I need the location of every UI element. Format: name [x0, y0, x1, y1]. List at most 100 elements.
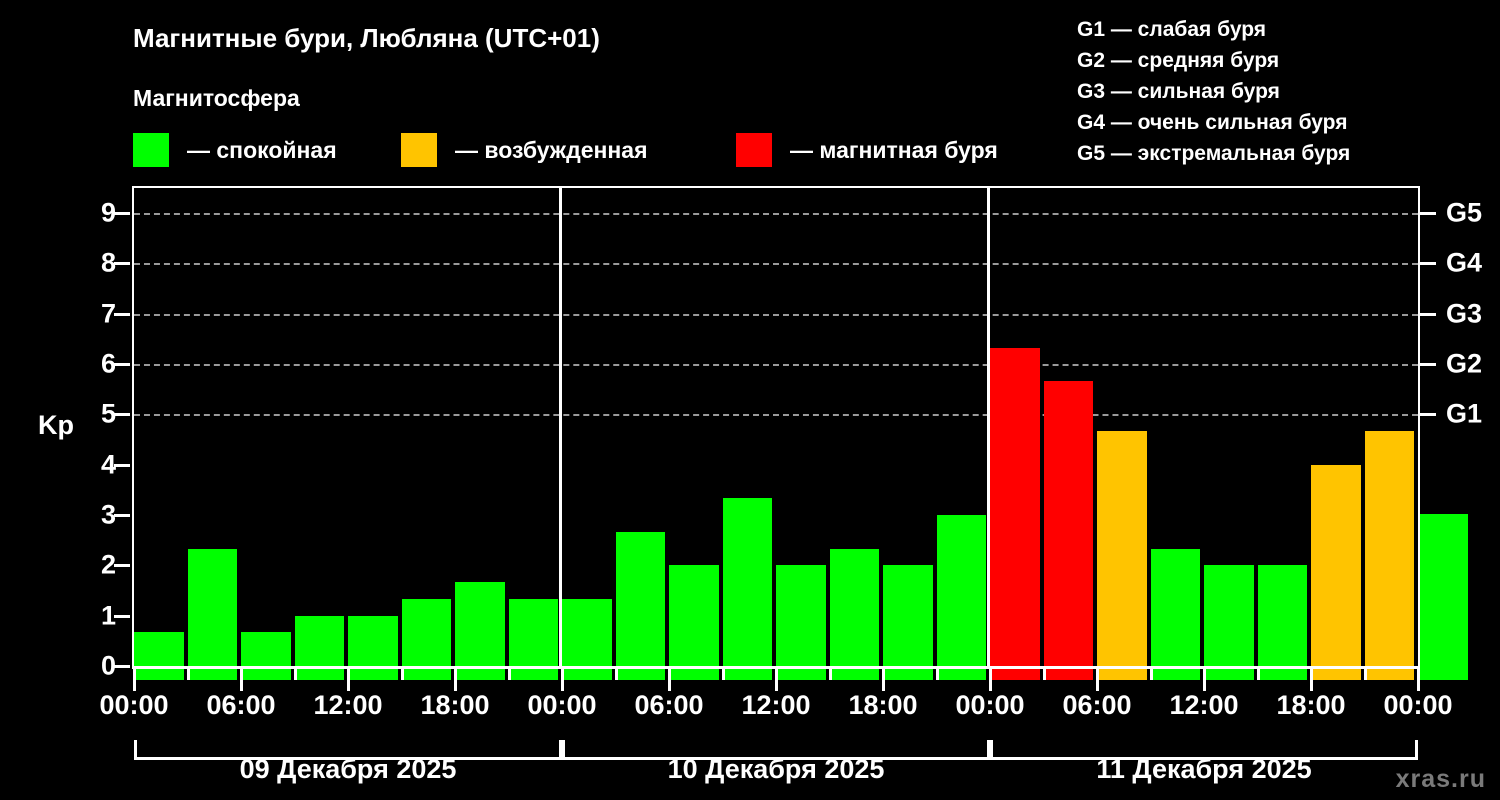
plot-frame — [132, 186, 1420, 666]
g-axis-tick-G3 — [1420, 312, 1436, 316]
date-label: 09 Декабря 2025 — [239, 754, 457, 784]
y-tick-4 — [114, 463, 130, 467]
y-tick-6 — [114, 363, 130, 367]
x-tick — [668, 669, 671, 691]
x-axis-label: 12:00 — [741, 690, 811, 720]
x-tick — [1149, 669, 1153, 680]
x-tick — [1256, 669, 1260, 680]
y-tick-5 — [114, 413, 130, 417]
g-scale-legend-line-3: G3 — сильная буря — [1077, 80, 1280, 103]
x-tick — [507, 669, 511, 680]
x-tick — [989, 669, 992, 691]
gridline-kp-9 — [134, 213, 1418, 216]
bar — [294, 615, 344, 680]
y-axis-labels: 0 1 2 3 4 5 6 7 8 9 — [82, 186, 116, 681]
gridline-kp-7 — [134, 313, 1418, 316]
bar — [615, 531, 665, 680]
bar — [348, 615, 398, 680]
g-axis-label-G5: G5 — [1446, 197, 1483, 228]
x-tick — [240, 669, 243, 691]
legend-label-storm: — магнитная буря — [790, 136, 998, 163]
x-tick — [454, 669, 457, 691]
bar — [1311, 464, 1361, 680]
date-label: 10 Декабря 2025 — [667, 754, 885, 784]
legend-label-excited: — возбужденная — [455, 136, 648, 163]
x-axis-label: 06:00 — [1062, 690, 1132, 720]
bar — [936, 515, 986, 680]
x-tick — [721, 669, 725, 680]
g-scale-legend-line-5: G5 — экстремальная буря — [1077, 142, 1351, 165]
x-axis-label: 18:00 — [848, 690, 918, 720]
watermark: xras.ru — [1395, 765, 1486, 793]
date-bracket — [134, 740, 562, 760]
x-tick — [293, 669, 297, 680]
x-tick — [133, 669, 136, 691]
x-axis-label: 18:00 — [1276, 690, 1346, 720]
x-tick — [882, 669, 885, 691]
y-tick-label-6: 6 — [100, 348, 116, 379]
x-axis-label: 00:00 — [1383, 690, 1453, 720]
plot-area — [132, 186, 1468, 680]
g-scale-legend-line-1: G1 — слабая буря — [1077, 18, 1267, 41]
y-tick-7 — [114, 312, 130, 316]
y-axis-title: Kp — [38, 410, 74, 440]
day-separator — [987, 186, 990, 666]
gridline-kp-8 — [134, 263, 1418, 266]
y-tick-label-5: 5 — [100, 398, 116, 429]
bar — [1097, 431, 1147, 680]
g-axis-label-G3: G3 — [1446, 298, 1483, 329]
g-scale-legend-line-4: G4 — очень сильная буря — [1077, 111, 1348, 134]
gridline-kp-6 — [134, 364, 1418, 367]
legend-swatch-excited-icon — [401, 133, 437, 167]
bar — [1257, 565, 1307, 680]
magnetosphere-legend-item-storm: — магнитная буря — [736, 130, 998, 170]
bar — [187, 548, 237, 680]
x-tick — [775, 669, 778, 691]
y-tick-0 — [114, 665, 130, 668]
x-tick — [186, 669, 190, 680]
x-tick — [1096, 669, 1099, 691]
g-axis-label-G2: G2 — [1446, 348, 1483, 379]
x-axis-label: 00:00 — [527, 690, 597, 720]
g-axis-label-G1: G1 — [1446, 398, 1483, 429]
y-tick-label-9: 9 — [100, 197, 116, 228]
magnetosphere-legend-item-calm: — спокойная — [133, 130, 337, 170]
gridline-kp-5 — [134, 414, 1418, 417]
bar — [776, 565, 826, 680]
x-axis-label: 06:00 — [206, 690, 276, 720]
g-axis-tick-G5 — [1420, 212, 1436, 216]
x-tick — [1042, 669, 1046, 680]
bar — [455, 581, 505, 680]
plot-inner — [134, 186, 1468, 680]
magnetosphere-legend-item-excited: — возбужденная — [401, 130, 648, 170]
y-tick-8 — [114, 262, 130, 266]
x-tick — [1310, 669, 1313, 691]
x-tick — [400, 669, 404, 680]
date-bracket — [562, 740, 990, 760]
x-tick — [347, 669, 350, 691]
y-tick-label-7: 7 — [100, 298, 116, 329]
page-title: Магнитные бури, Любляна (UTC+01) — [133, 23, 600, 53]
x-axis-label: 00:00 — [99, 690, 169, 720]
magnetosphere-section-title: Магнитосфера — [133, 85, 300, 111]
bar — [883, 565, 933, 680]
bar — [1150, 548, 1200, 680]
x-tick — [561, 669, 564, 691]
bar — [990, 347, 1040, 680]
x-tick — [614, 669, 618, 680]
y-tick-label-3: 3 — [100, 499, 116, 530]
legend-swatch-storm-icon — [736, 133, 772, 167]
legend-label-calm: — спокойная — [187, 136, 337, 163]
bar — [829, 548, 879, 680]
x-axis-label: 18:00 — [420, 690, 490, 720]
y-tick-label-0: 0 — [100, 650, 116, 681]
bar — [1043, 380, 1093, 680]
y-tick-2 — [114, 564, 130, 568]
x-axis-line — [132, 666, 1420, 669]
y-tick-3 — [114, 514, 130, 518]
bar — [241, 632, 291, 680]
x-tick — [935, 669, 939, 680]
y-tick-9 — [114, 212, 130, 216]
bar — [1204, 565, 1254, 680]
